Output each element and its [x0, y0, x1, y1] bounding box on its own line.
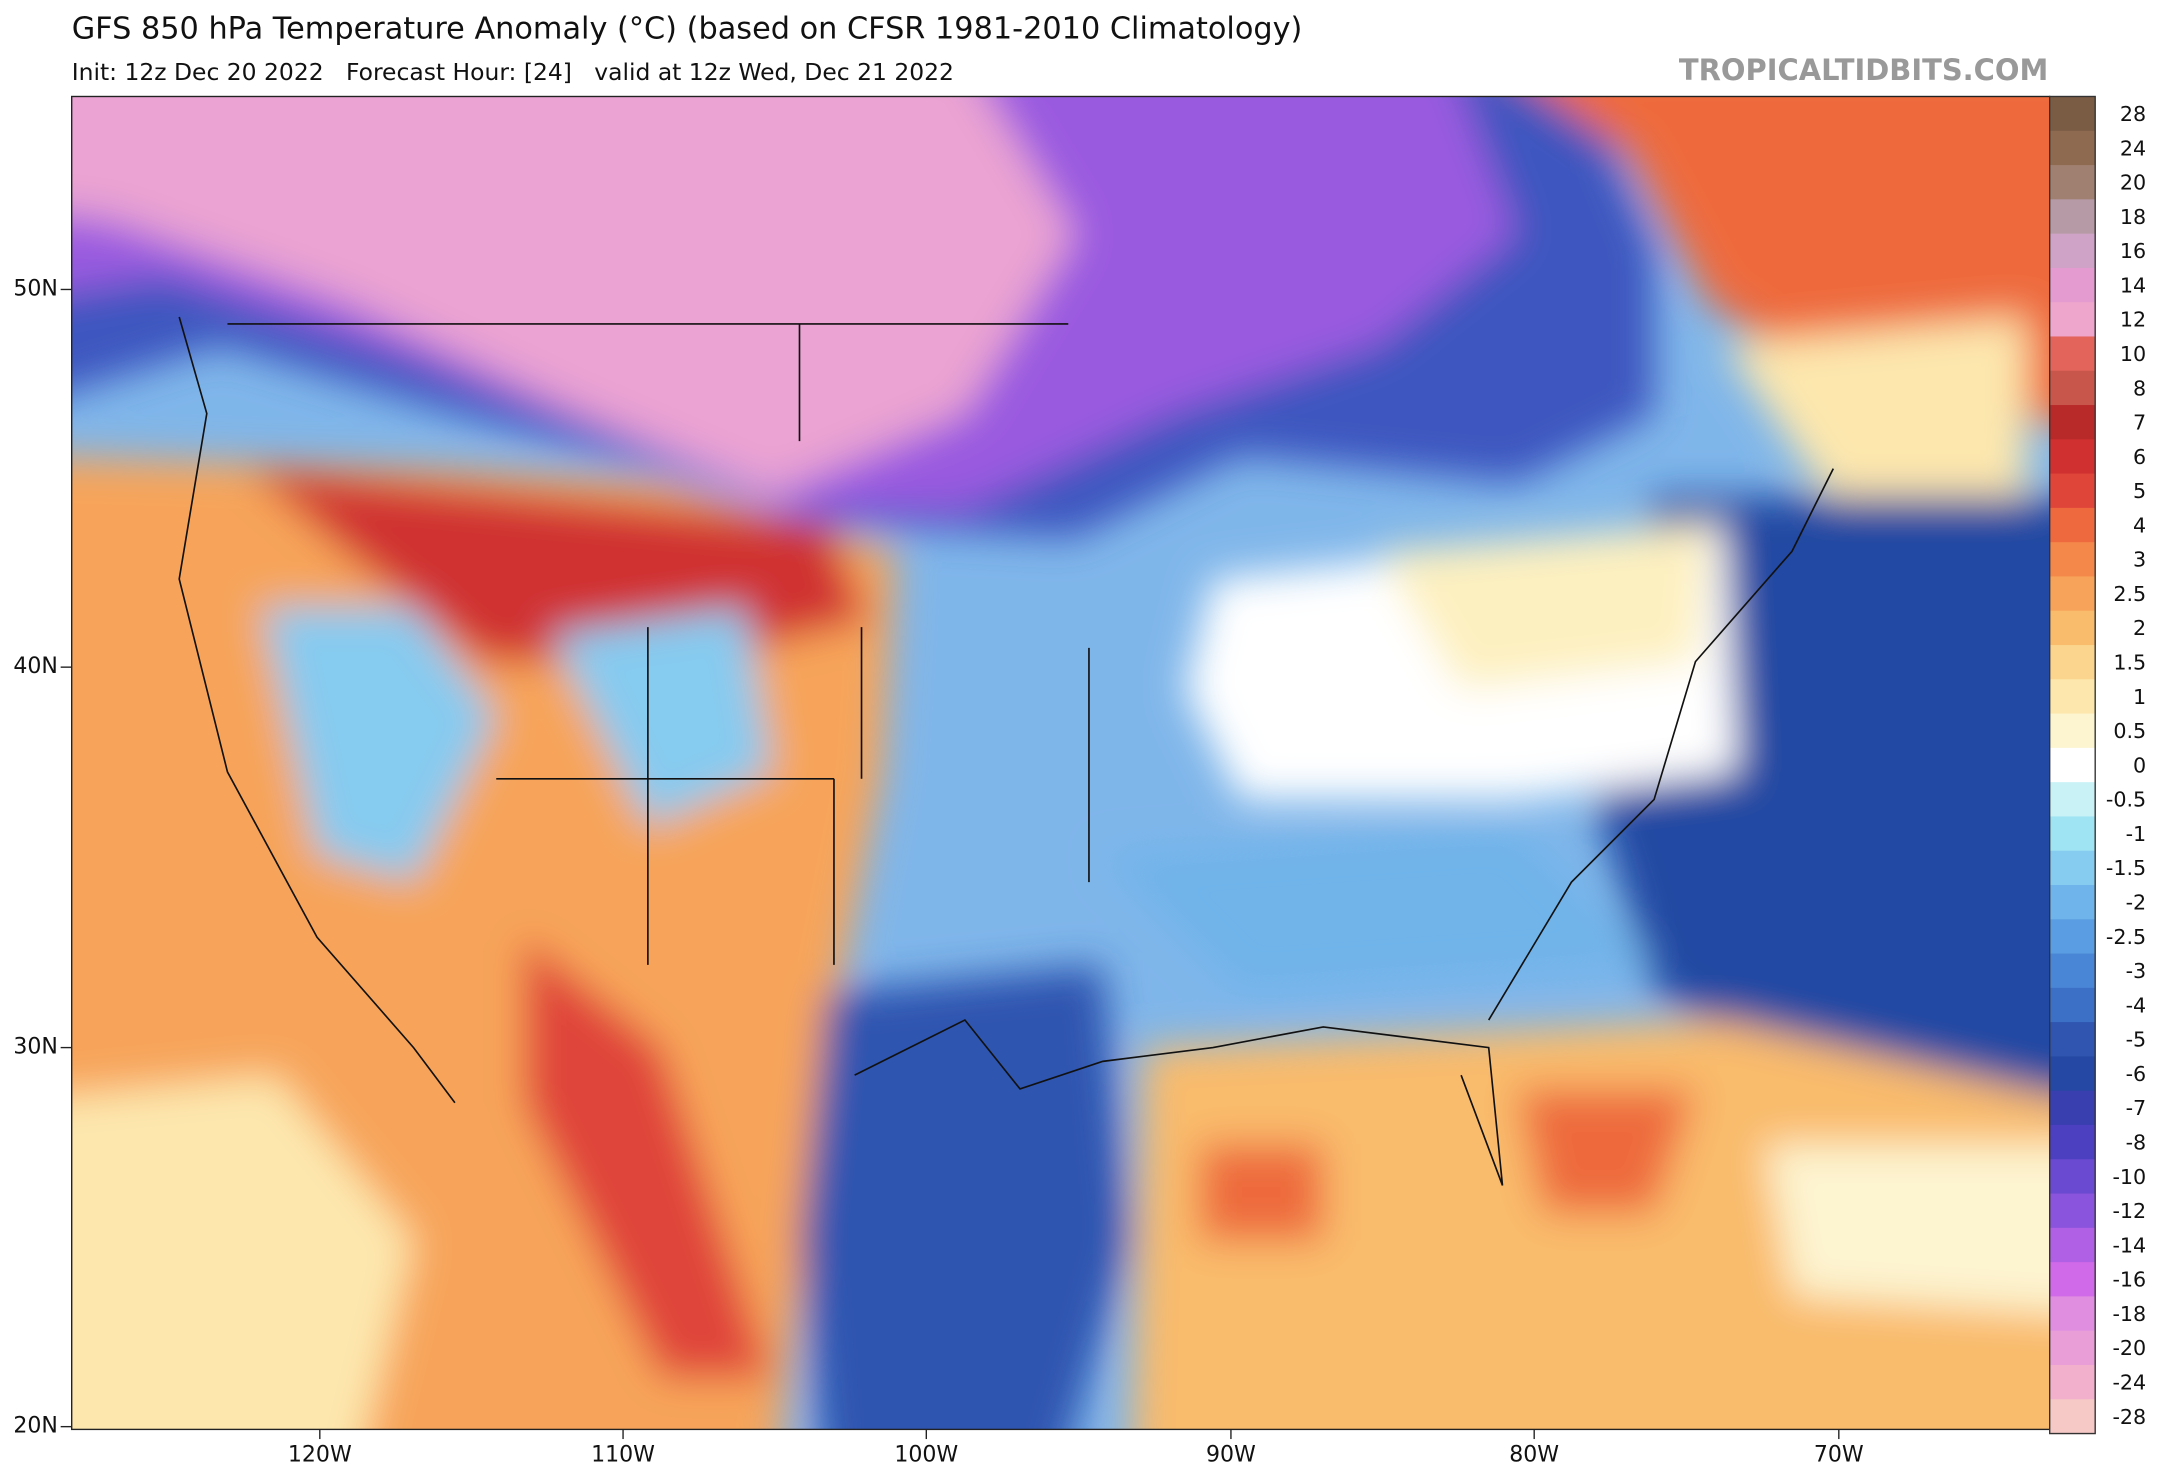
colorbar-label: -14 [2112, 1233, 2146, 1257]
colorbar-label: -20 [2112, 1336, 2146, 1360]
lat-label: 30N [13, 1035, 58, 1060]
colorbar-swatch [2049, 370, 2096, 406]
colorbar-label: -16 [2112, 1268, 2146, 1292]
colorbar-label: -0.5 [2106, 788, 2146, 812]
watermark: TROPICALTIDBITS.COM [1679, 53, 2048, 87]
lon-label: 110W [591, 1443, 655, 1468]
colorbar-label: 7 [2133, 411, 2146, 435]
map-area [71, 96, 2050, 1430]
colorbar-label: 20 [2120, 171, 2146, 195]
colorbar-label: -2.5 [2106, 925, 2146, 949]
lat-label: 50N [13, 276, 58, 301]
colorbar-swatch [2049, 1227, 2096, 1263]
colorbar-swatch [2049, 576, 2096, 612]
colorbar-label: 1 [2133, 685, 2146, 709]
colorbar-swatch [2049, 919, 2096, 955]
colorbar-swatch [2049, 885, 2096, 920]
colorbar-label: -2 [2126, 891, 2147, 915]
colorbar-swatch [2049, 713, 2096, 749]
colorbar-label: 10 [2120, 342, 2146, 366]
colorbar-swatch [2049, 473, 2096, 509]
colorbar-swatch [2049, 747, 2096, 783]
colorbar-swatch [2049, 1330, 2096, 1366]
colorbar-swatch [2049, 679, 2096, 715]
colorbar-label: 8 [2133, 376, 2146, 400]
lon-label: 100W [894, 1443, 958, 1468]
colorbar-label: 2 [2133, 616, 2146, 640]
colorbar-label: -10 [2112, 1165, 2146, 1189]
colorbar-swatch [2049, 1262, 2096, 1298]
colorbar-swatch [2049, 405, 2096, 441]
colorbar-label: -24 [2112, 1370, 2146, 1394]
lat-labels: 50N 40N 30N 20N [13, 276, 72, 1439]
colorbar-swatch [2049, 267, 2096, 303]
lon-label: 120W [288, 1443, 352, 1468]
colorbar-swatch [2049, 1056, 2096, 1092]
colorbar-label: 4 [2133, 513, 2146, 537]
colorbar-swatch [2049, 165, 2096, 201]
colorbar-swatch [2049, 302, 2096, 338]
colorbar-label: -4 [2126, 993, 2147, 1017]
colorbar-swatch [2049, 542, 2096, 578]
colorbar-label: -3 [2126, 959, 2147, 983]
colorbar-label: 6 [2133, 445, 2146, 469]
colorbar-label: 3 [2133, 548, 2146, 572]
colorbar-swatch [2049, 233, 2096, 269]
colorbar-swatch [2049, 1296, 2096, 1332]
colorbar-label: -1.5 [2106, 856, 2146, 880]
lon-label: 80W [1509, 1443, 1559, 1468]
colorbar-swatch [2049, 987, 2096, 1023]
colorbar-label: -28 [2112, 1405, 2146, 1429]
colorbar: 28 24 20 18 16 14 12 10 8 7 6 5 4 3 2.5 2 1.5 1 0.5 0 -0.5 -1… [2049, 95, 2147, 1435]
colorbar-swatch [2049, 850, 2096, 886]
colorbar-swatch [2049, 336, 2096, 372]
colorbar-label: 2.5 [2113, 582, 2146, 606]
colorbar-label: 18 [2120, 205, 2146, 229]
colorbar-swatch [2049, 1090, 2096, 1126]
lon-label: 70W [1814, 1443, 1864, 1468]
colorbar-swatch [2049, 199, 2096, 235]
colorbar-label: 0.5 [2113, 719, 2146, 743]
colorbar-frame [2049, 95, 2096, 1435]
lat-label: 20N [13, 1414, 58, 1439]
colorbar-label: 12 [2120, 308, 2146, 332]
colorbar-swatch [2049, 816, 2096, 852]
colorbar-label: 5 [2133, 479, 2146, 503]
colorbar-label: -8 [2126, 1131, 2147, 1155]
colorbar-label: 1.5 [2113, 651, 2146, 675]
colorbar-swatch [2049, 1022, 2096, 1058]
colorbar-label: -1 [2126, 822, 2147, 846]
subtitle: Init: 12z Dec 20 2022 Forecast Hour: [24… [72, 58, 954, 86]
colorbar-swatch [2049, 439, 2096, 475]
colorbar-label: -6 [2126, 1062, 2147, 1086]
lat-label: 40N [13, 654, 58, 679]
lon-label: 90W [1206, 1443, 1256, 1468]
colorbar-swatch [2049, 1364, 2096, 1400]
colorbar-label: -7 [2126, 1096, 2147, 1120]
colorbar-swatch [2049, 1124, 2096, 1160]
colorbar-swatch [2049, 782, 2096, 818]
colorbar-label: 16 [2120, 239, 2146, 263]
colorbar-label: 28 [2120, 102, 2146, 126]
colorbar-swatch [2049, 610, 2096, 646]
colorbar-swatch [2049, 953, 2096, 989]
colorbar-label: 24 [2120, 136, 2146, 160]
colorbar-swatch [2049, 96, 2096, 132]
colorbar-label: 0 [2133, 753, 2146, 777]
colorbar-label: 14 [2120, 273, 2146, 297]
colorbar-swatch [2049, 1399, 2096, 1435]
colorbar-swatch [2049, 130, 2096, 166]
lon-labels: 120W 110W 100W 90W 80W 70W [288, 1429, 1864, 1468]
title: GFS 850 hPa Temperature Anomaly (°C) (ba… [72, 12, 1303, 47]
colorbar-swatch [2049, 645, 2096, 680]
colorbar-swatch [2049, 507, 2096, 543]
colorbar-swatch [2049, 1159, 2096, 1195]
colorbar-label: -12 [2112, 1199, 2146, 1223]
colorbar-label: -18 [2112, 1302, 2146, 1326]
colorbar-swatch [2049, 1193, 2096, 1229]
colorbar-label: -5 [2126, 1028, 2147, 1052]
